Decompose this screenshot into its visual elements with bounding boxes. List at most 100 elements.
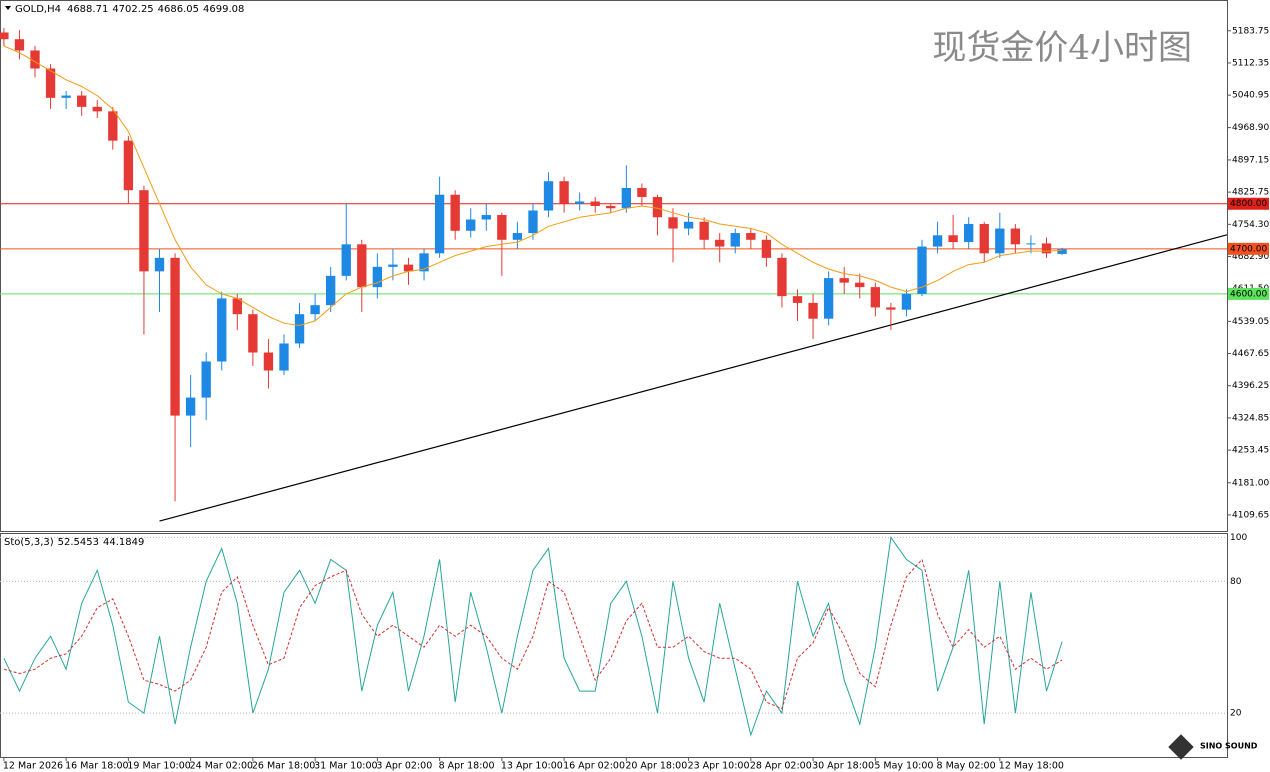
candle-body: [1010, 228, 1021, 245]
indicator-header: Sto(5,3,3) 52.5453 44.1849: [4, 537, 144, 548]
k-last: 52.5453: [58, 537, 99, 548]
candle-body: [419, 253, 429, 272]
candle-body: [683, 221, 694, 229]
x-tick-label: 16 Apr 02:00: [563, 761, 625, 772]
indicator-tick-label: 20: [1230, 709, 1242, 719]
candle-body: [170, 257, 180, 416]
candle-body: [403, 264, 414, 272]
y-tick-label: 4109.65: [1232, 510, 1269, 520]
candle-body: [512, 233, 523, 240]
trendline: [159, 234, 1228, 522]
y-tick-label: 5183.75: [1232, 26, 1269, 36]
candle-body: [139, 190, 149, 272]
x-tick-label: 13 Apr 10:00: [501, 761, 563, 772]
candle-body: [964, 224, 974, 243]
d-last: 44.1849: [103, 537, 144, 548]
candle-body: [108, 111, 118, 141]
candle-body: [481, 215, 491, 220]
candle-body: [528, 210, 538, 234]
line: [3, 558, 1063, 710]
y-tick-label: 4253.45: [1232, 446, 1269, 456]
y-tick-label: 4181.00: [1232, 478, 1269, 488]
last-high: 4702.25: [112, 4, 153, 15]
x-tick-label: 8 Apr 18:00: [439, 761, 495, 772]
candle-body: [808, 302, 818, 319]
watermark: 现货金价4小时图: [932, 28, 1192, 68]
candle-body: [30, 50, 40, 69]
y-tick-label: 4968.90: [1232, 123, 1269, 133]
x-tick-label: 8 May 02:00: [937, 761, 996, 772]
y-tick-label: 4825.75: [1232, 188, 1269, 198]
y-tick-label: 4396.25: [1232, 381, 1269, 391]
candle-body: [839, 278, 849, 283]
x-tick-label: 26 Mar 18:00: [252, 761, 315, 772]
indicator-tick-label: 100: [1230, 533, 1247, 543]
candle-body: [792, 296, 803, 303]
last-open: 4688.71: [67, 4, 108, 15]
candle-body: [14, 39, 25, 51]
candle-body: [870, 287, 880, 308]
x-tick-label: 16 Mar 18:00: [65, 761, 128, 772]
candle-body: [574, 201, 585, 204]
candle-body: [699, 221, 709, 240]
candle-body: [668, 217, 678, 229]
candle-body: [357, 244, 367, 288]
candle-body: [450, 194, 460, 231]
level-label: 4600.00: [1230, 289, 1267, 299]
logo: SINO SOUND: [1200, 742, 1258, 751]
candle-body: [248, 314, 258, 353]
level-tag: [1228, 242, 1269, 255]
indicator-name: Sto(5,3,3): [4, 537, 54, 548]
candle-body: [1026, 243, 1036, 245]
candle-body: [652, 196, 663, 218]
indicator-tick-label: 80: [1230, 577, 1242, 587]
candle-body: [92, 106, 102, 112]
candle-body: [901, 293, 912, 310]
x-tick-label: 31 Mar 10:00: [314, 761, 377, 772]
candle-body: [590, 201, 600, 206]
menu-marker: [5, 6, 11, 10]
candle-body: [0, 32, 9, 40]
candle-body: [294, 314, 305, 344]
candle-body: [621, 187, 632, 209]
candle-body: [559, 181, 569, 204]
level-tag: [1228, 287, 1269, 300]
y-tick-label: 4754.30: [1232, 220, 1269, 230]
candle-body: [823, 278, 834, 319]
x-tick-label: 30 Apr 18:00: [812, 761, 874, 772]
candle-body: [201, 361, 211, 398]
last-close: 4699.08: [203, 4, 244, 15]
candle-body: [154, 257, 165, 272]
candle-body: [746, 233, 756, 240]
candle-body: [979, 224, 989, 254]
level-tag: [1228, 197, 1269, 210]
candle-body: [606, 205, 616, 209]
candle-body: [730, 233, 740, 247]
candle-body: [995, 228, 1005, 254]
candle-body: [1057, 249, 1067, 254]
symbol: GOLD,H4: [15, 4, 61, 15]
level-label: 4800.00: [1230, 199, 1267, 209]
main-panel: [0, 0, 1228, 532]
y-tick-label: 4467.65: [1232, 349, 1269, 359]
candle-body: [45, 68, 56, 98]
x-tick-label: 5 May 10:00: [874, 761, 933, 772]
candle-body: [326, 275, 336, 306]
x-tick-label: 28 Apr 02:00: [750, 761, 812, 772]
y-tick-label: 4539.05: [1232, 317, 1269, 327]
candle-body: [761, 239, 772, 258]
x-tick-label: 24 Mar 02:00: [190, 761, 253, 772]
line: [3, 45, 1063, 327]
y-tick-label: 4897.15: [1232, 155, 1269, 165]
candle-body: [886, 307, 896, 310]
x-tick-label: 3 Apr 02:00: [376, 761, 432, 772]
candle-body: [543, 181, 554, 211]
x-tick-label: 12 Mar 2026: [3, 761, 63, 772]
level-label: 4700.00: [1230, 244, 1267, 254]
candle-body: [1041, 243, 1052, 254]
y-tick-label: 5112.35: [1232, 58, 1269, 68]
candle-body: [434, 194, 445, 254]
candle-body: [341, 244, 351, 276]
candle-body: [279, 343, 289, 371]
